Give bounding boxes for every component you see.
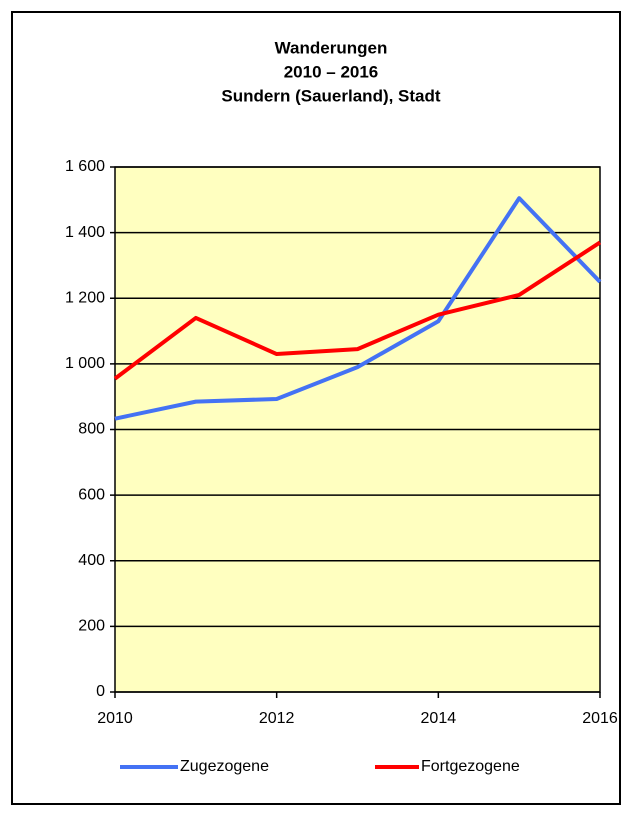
y-tick-label: 600 xyxy=(78,486,105,503)
y-tick-label: 0 xyxy=(96,683,105,700)
series-line xyxy=(113,240,602,381)
x-tick-label: 2014 xyxy=(421,710,457,727)
legend-label: Fortgezogene xyxy=(421,758,520,775)
series-line xyxy=(114,196,602,421)
y-tick-label: 200 xyxy=(78,618,105,635)
y-tick-label: 800 xyxy=(78,421,105,438)
chart-title: 2010 – 2016 xyxy=(284,62,379,81)
chart-title: Sundern (Sauerland), Stadt xyxy=(221,86,440,105)
y-tick-label: 1 400 xyxy=(65,224,105,241)
y-tick-label: 400 xyxy=(78,552,105,569)
x-tick-label: 2010 xyxy=(97,710,133,727)
x-tick-label: 2016 xyxy=(582,710,618,727)
x-tick-label: 2012 xyxy=(259,710,295,727)
y-tick-label: 1 600 xyxy=(65,158,105,175)
y-tick-label: 1 200 xyxy=(65,289,105,306)
chart-title: Wanderungen xyxy=(275,38,388,57)
y-tick-label: 1 000 xyxy=(65,355,105,372)
legend-label: Zugezogene xyxy=(180,758,269,775)
